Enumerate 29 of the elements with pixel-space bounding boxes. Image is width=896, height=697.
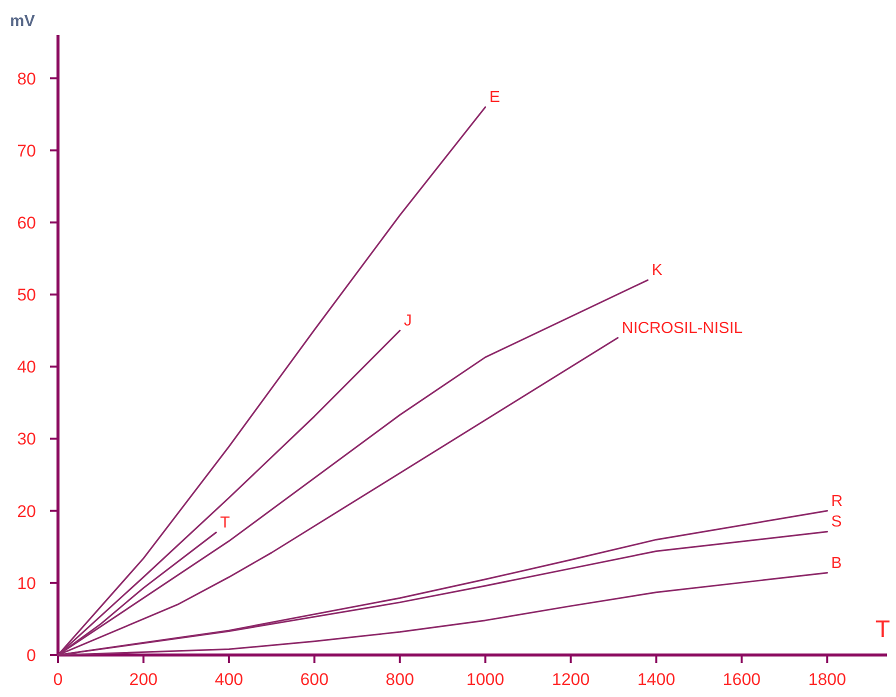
series-label: E <box>489 89 500 106</box>
x-tick-label: 1600 <box>722 670 761 689</box>
y-tick-label: 60 <box>17 213 36 232</box>
x-tick-label: 1400 <box>637 670 676 689</box>
x-tick-label: 1800 <box>808 670 846 689</box>
x-tick-label: 600 <box>300 670 329 689</box>
y-tick-label: 70 <box>17 141 36 160</box>
y-tick-label: 40 <box>17 358 36 377</box>
y-tick-label: 10 <box>17 574 36 593</box>
x-tick-label: 1000 <box>466 670 504 689</box>
series-label: NICROSIL-NISIL <box>622 320 743 337</box>
x-axis-title: T <box>875 616 890 643</box>
series-label: S <box>831 514 842 531</box>
y-tick-label: 80 <box>17 69 36 88</box>
x-tick-label: 0 <box>53 670 63 689</box>
x-tick-label: 400 <box>214 670 244 689</box>
x-tick-label: 200 <box>129 670 158 689</box>
y-tick-label: 0 <box>26 646 36 665</box>
series-label: B <box>831 554 842 572</box>
series-label: K <box>652 262 663 280</box>
series-label: J <box>404 312 412 330</box>
x-tick-label: 800 <box>386 670 414 689</box>
series-label: T <box>220 514 230 532</box>
series-label: R <box>831 492 843 510</box>
y-tick-label: 50 <box>17 286 36 305</box>
x-tick-label: 1200 <box>552 670 590 689</box>
y-tick-label: 20 <box>17 502 36 521</box>
y-tick-label: 30 <box>17 430 36 449</box>
y-axis-title: mV <box>10 13 36 30</box>
